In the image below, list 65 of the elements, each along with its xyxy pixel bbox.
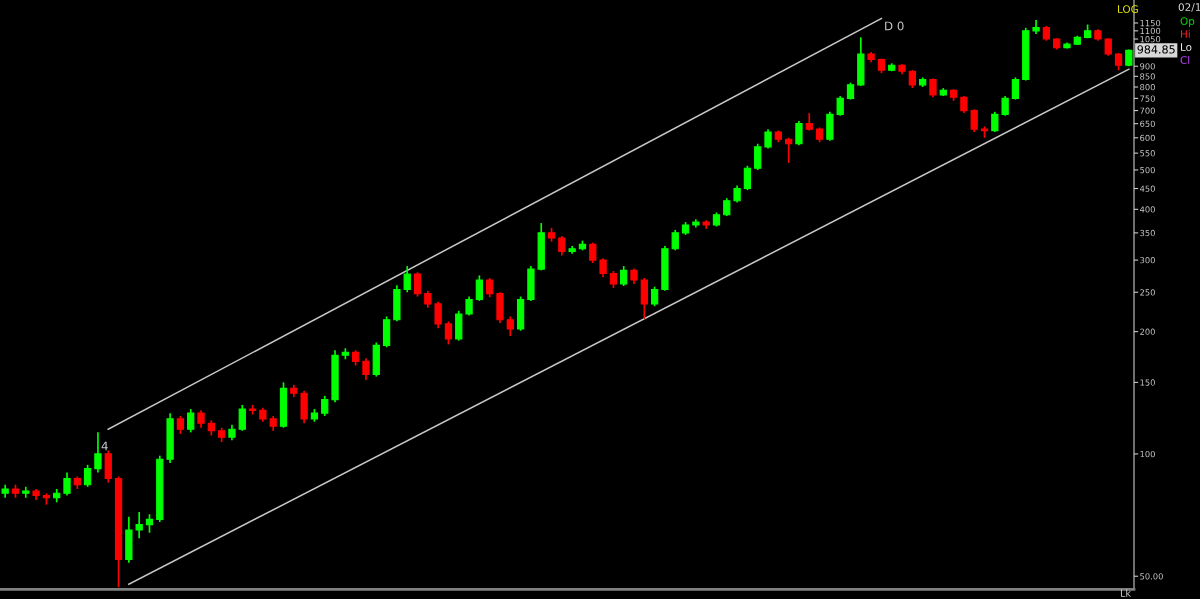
y-tick-label: 250 (1140, 289, 1155, 296)
candlestick (795, 120, 803, 147)
candlestick (650, 285, 659, 308)
y-tick-label: 1050 (1140, 36, 1161, 43)
candlestick (599, 257, 607, 279)
annotation: 4 (101, 441, 108, 451)
candlestick (63, 471, 71, 497)
y-tick-label: 700 (1140, 107, 1155, 114)
candlestick (94, 431, 102, 474)
candlestick (620, 265, 628, 287)
y-tick-label: 1100 (1140, 27, 1161, 35)
candlestick (83, 464, 92, 488)
candlestick (403, 265, 411, 294)
candlestick (836, 95, 844, 117)
candlestick (486, 277, 494, 299)
candlestick (743, 164, 752, 191)
candlestick (991, 111, 999, 133)
y-tick-label: 500 (1140, 166, 1155, 174)
candlestick (238, 404, 246, 432)
y-tick-label: 300 (1140, 257, 1155, 264)
candlestick (321, 394, 329, 417)
candlestick (187, 408, 195, 434)
candlestick (970, 108, 978, 133)
y-tick-label: 900 (1140, 63, 1155, 70)
y-tick-label: 750 (1140, 95, 1155, 102)
candlestick (764, 128, 772, 150)
y-tick-label: 150 (1140, 379, 1155, 386)
y-tick-label: 400 (1139, 206, 1155, 213)
y-tick-label: 200 (1140, 328, 1155, 335)
text: Op (1180, 17, 1195, 28)
annotation: Lk (1120, 589, 1132, 597)
y-tick-label: 100 (1140, 450, 1155, 458)
candlestick (135, 511, 143, 540)
candlestick (589, 241, 597, 264)
y-tick-label: 550 (1140, 150, 1155, 157)
y-tick-label: 450 (1139, 185, 1155, 192)
candlestick (413, 271, 422, 298)
candlestick (1001, 95, 1009, 117)
text: Hi (1181, 29, 1190, 38)
y-tick-label: 600 (1140, 134, 1155, 142)
y-tick-label: 650 (1140, 120, 1155, 127)
y-tick-label: 800 (1140, 84, 1155, 91)
candlestick (929, 77, 937, 99)
annotation: D 0 (885, 21, 904, 31)
text: Cl (1180, 55, 1190, 65)
text: Lo (1181, 43, 1192, 52)
candlestick (465, 295, 473, 317)
candlestick (444, 320, 453, 346)
y-tick-label: 50.00 (1140, 573, 1163, 580)
candlestick (145, 513, 154, 534)
annotation: 984.85 (1137, 45, 1175, 54)
candlestick (506, 315, 514, 337)
candlestick (558, 235, 566, 257)
candlestick (754, 142, 762, 171)
candlestick (671, 229, 679, 252)
candlestick (362, 357, 370, 381)
text: 02/1 (1178, 3, 1200, 12)
y-tick-label: 350 (1140, 229, 1155, 237)
candlestick (640, 277, 648, 320)
y-tick-label: 850 (1140, 73, 1155, 80)
candlestick (434, 300, 442, 329)
annotation: LOG (1118, 5, 1138, 14)
y-tick-label: 1150 (1140, 19, 1161, 27)
candlestick (475, 274, 484, 302)
candlestick (1011, 76, 1020, 101)
